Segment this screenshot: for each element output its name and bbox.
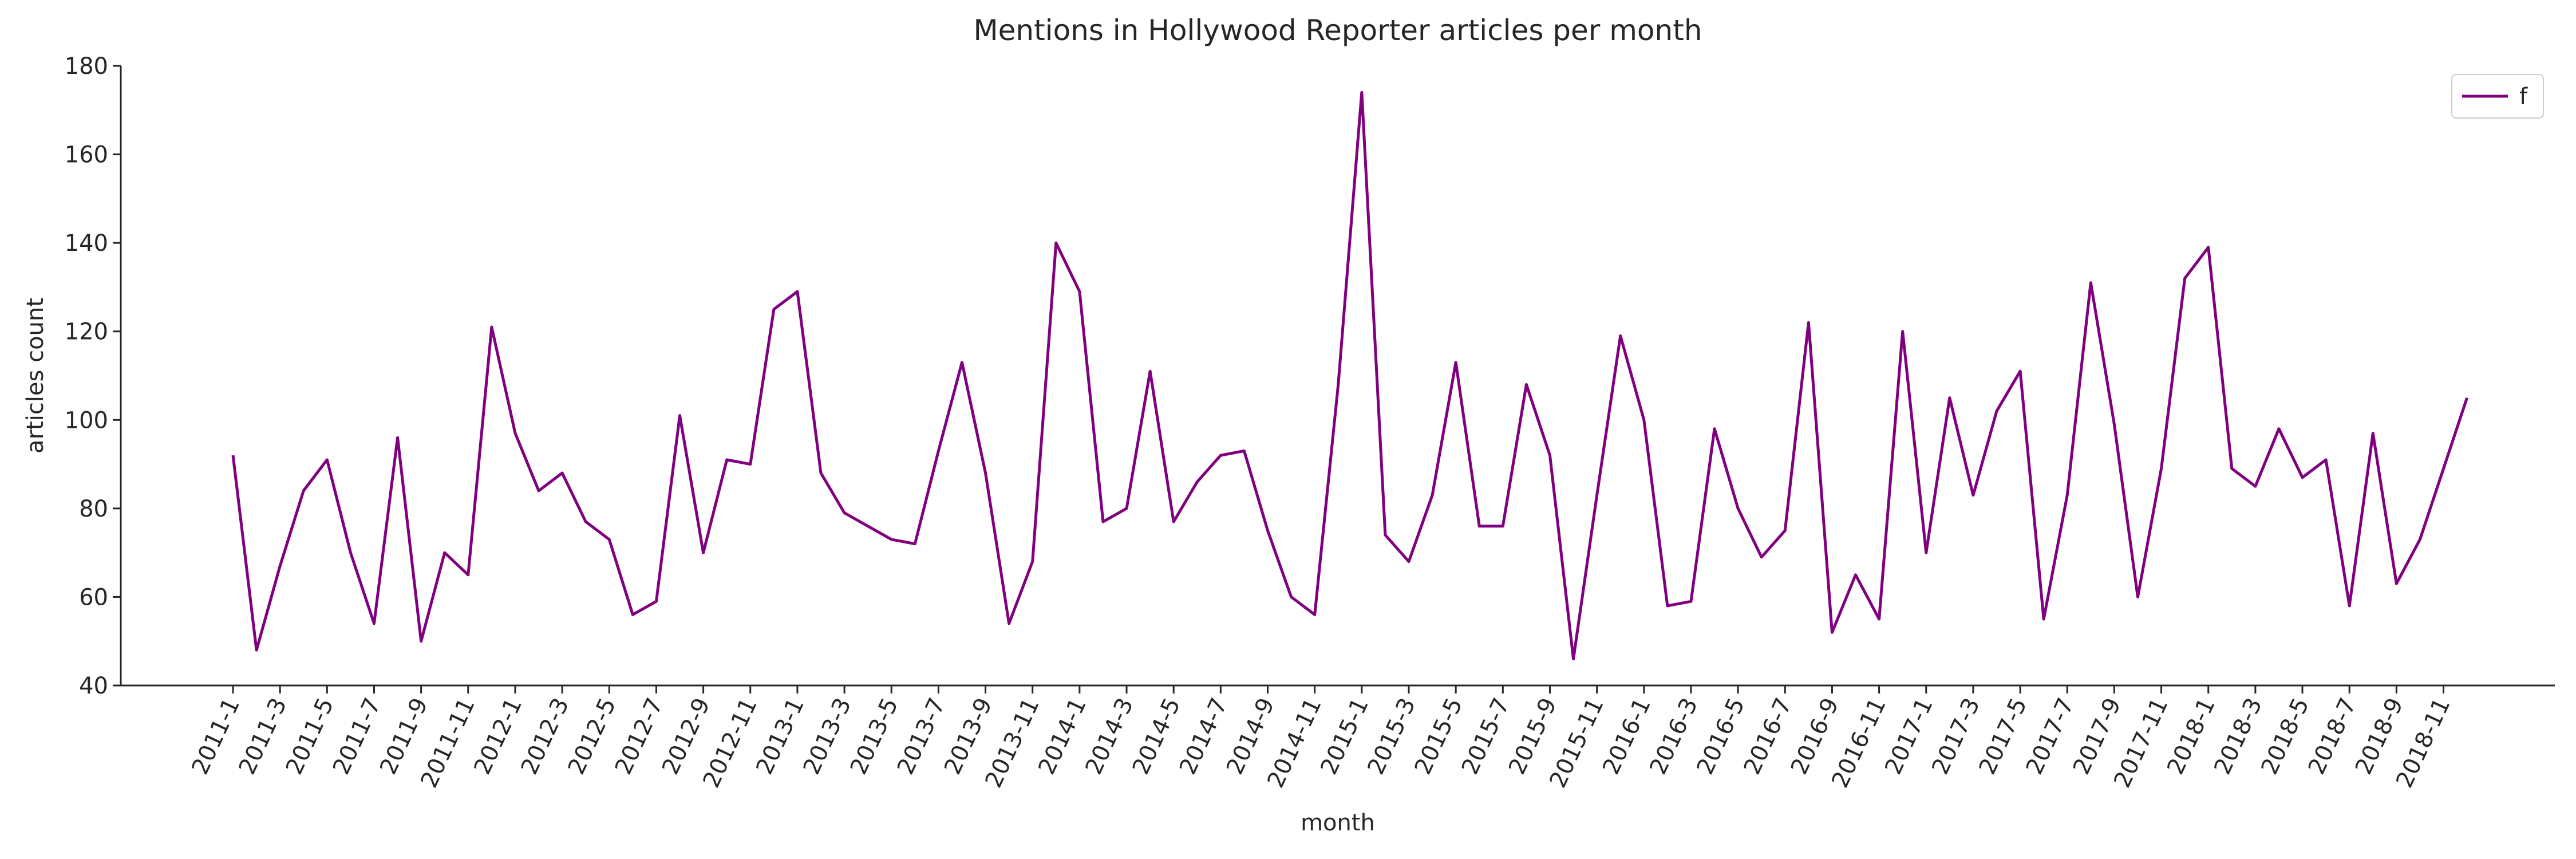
y-tick-label: 140 (65, 230, 108, 257)
y-tick-label: 120 (65, 319, 108, 345)
y-tick-label: 100 (65, 407, 108, 434)
y-tick-label: 40 (79, 673, 108, 699)
legend-label: f (2519, 84, 2528, 110)
y-axis-label: articles count (22, 298, 49, 454)
chart-title: Mentions in Hollywood Reporter articles … (973, 14, 1702, 47)
y-tick-label: 80 (79, 496, 108, 522)
line-series (231, 90, 2468, 661)
y-tick-label: 180 (65, 53, 108, 80)
y-tick-label: 160 (65, 142, 108, 168)
y-tick-label: 60 (79, 584, 108, 610)
x-axis-label: month (1301, 810, 1375, 836)
